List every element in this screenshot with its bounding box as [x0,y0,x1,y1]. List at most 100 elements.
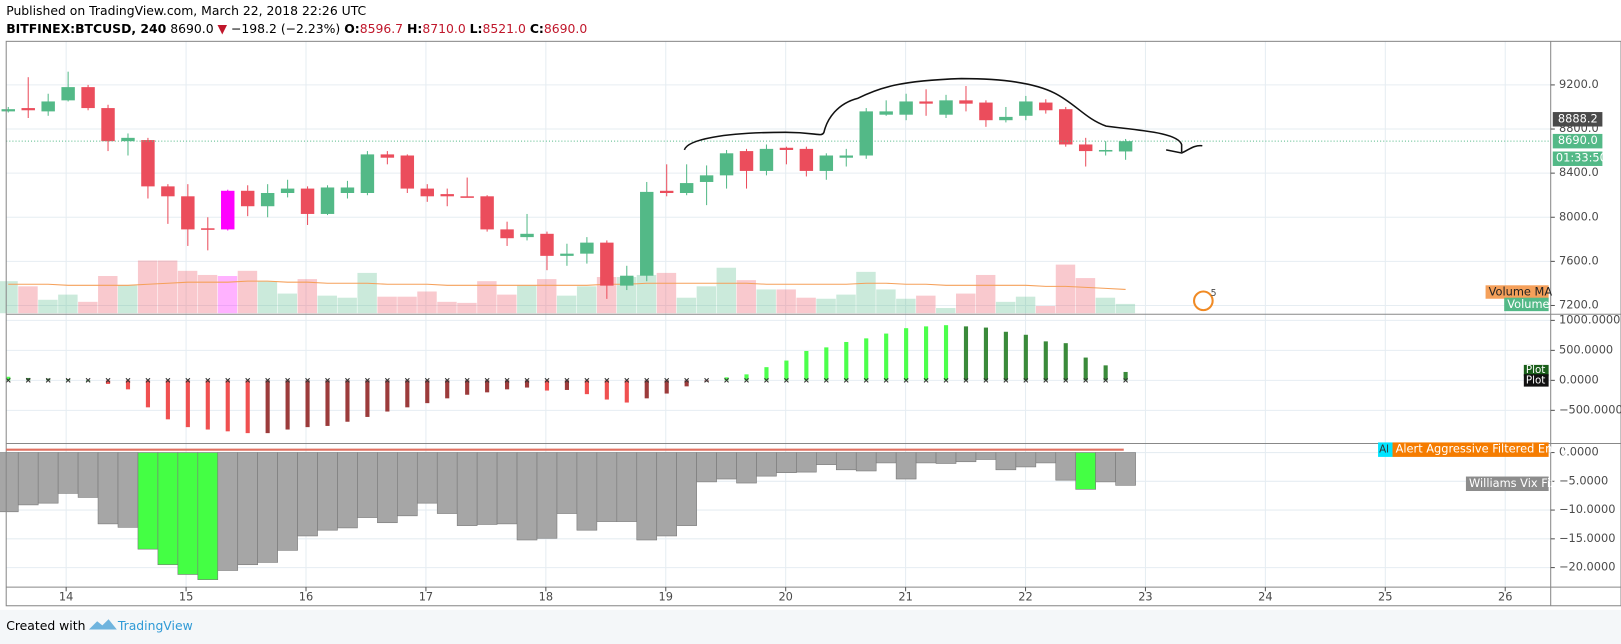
volume-bar [676,297,697,314]
volume-bar [277,293,298,314]
zero-cross [364,377,370,383]
volume-bar [457,302,477,314]
volume-bar [38,299,58,314]
volume-bar [18,286,38,314]
candle-body [81,87,95,109]
histogram-bar [864,338,869,381]
y-tick-label: −5.0000 [1559,473,1608,487]
histogram-bar [397,452,418,517]
histogram-bar [345,380,350,422]
ohlc-value: 8710.0 [422,20,465,35]
ohlc-key: O: [344,20,360,35]
zero-cross [145,377,151,383]
histogram-bar [26,377,31,381]
volume-bar [916,295,936,314]
volume-bar [237,270,258,314]
histogram-bar [1115,452,1136,486]
volume-bar [357,272,377,314]
histogram-bar [97,452,119,525]
histogram-bar [385,380,390,412]
plot-tag: Plot [1526,364,1545,376]
histogram-bar [436,452,458,514]
volume-bar [776,289,796,314]
ohlc-value: 8596.7 [360,20,403,35]
volume-bar [936,308,956,314]
volume-bar [137,260,158,314]
zero-cross [85,377,91,383]
candle-body [839,155,853,158]
volume-bar [377,296,397,314]
zero-cross [903,377,909,383]
x-tick-label: 23 [1138,589,1152,603]
volume-bar [0,281,18,314]
volume-bar [956,293,976,314]
histogram-bar [185,380,190,428]
histogram-bar [576,452,598,531]
histogram-bar [895,452,917,480]
histogram-bar [165,380,170,420]
histogram-bar [604,380,609,400]
volume-bar [836,294,856,314]
candle-body [61,87,75,101]
histogram-bar [205,380,210,430]
histogram-bar [17,452,39,506]
x-tick-label: 20 [778,589,792,603]
zero-cross [923,377,929,383]
change: −198.2 (−2.23%) [231,20,340,35]
zero-cross [963,377,969,383]
candle-body [101,108,115,142]
histogram-bar [1083,357,1088,381]
zero-cross [1003,377,1009,383]
volume-bar [696,286,717,314]
zero-cross [943,377,949,383]
zero-cross [843,377,849,383]
zero-cross [783,377,789,383]
volume-bar [397,296,417,314]
candle-body [181,196,195,230]
y-tick-label: 9200.0 [1559,77,1599,91]
histogram-bar [225,380,230,432]
plot-tag: Plot [1526,374,1545,386]
volume-bar [656,272,677,314]
tag-box [1465,476,1549,492]
zero-cross [724,377,729,383]
candle-body [360,154,375,193]
zero-cross [225,377,231,383]
candle-body [300,188,315,214]
histogram-bar [476,452,498,525]
volume-bar [896,298,916,314]
histogram-bar [915,452,937,464]
volume-bar [217,276,238,314]
histogram-bar [1055,452,1077,481]
histogram-bar [1063,343,1068,381]
histogram-bar [277,452,298,551]
zero-cross [65,377,71,383]
volume-bar [716,267,737,314]
histogram-bar [297,452,318,537]
histogram-bar [496,452,518,525]
x-tick-label: 21 [898,589,912,603]
y-tick-label: 1000.0000 [1559,312,1620,326]
histogram-bar [696,452,717,483]
zero-cross [744,377,749,383]
candle-body [1,109,15,112]
histogram-bar [524,380,530,388]
histogram-bar [924,326,929,381]
brand[interactable]: TradingView [117,618,193,633]
histogram-bar [564,380,570,390]
brand-logo [88,619,117,630]
histogram-bar [716,452,737,480]
histogram-bar [245,380,250,434]
price-label: 8888.2 [1558,111,1598,125]
histogram-bar [1103,365,1108,381]
candle-body [400,155,415,189]
candle-body [1019,101,1033,116]
histogram-bar [596,452,618,522]
histogram-bar [656,452,677,537]
candle-body [879,111,893,115]
histogram-bar [556,452,578,514]
histogram-bar [177,452,199,575]
histogram-bar [46,378,51,381]
candle-body [1039,102,1053,111]
histogram-bar [425,380,430,404]
